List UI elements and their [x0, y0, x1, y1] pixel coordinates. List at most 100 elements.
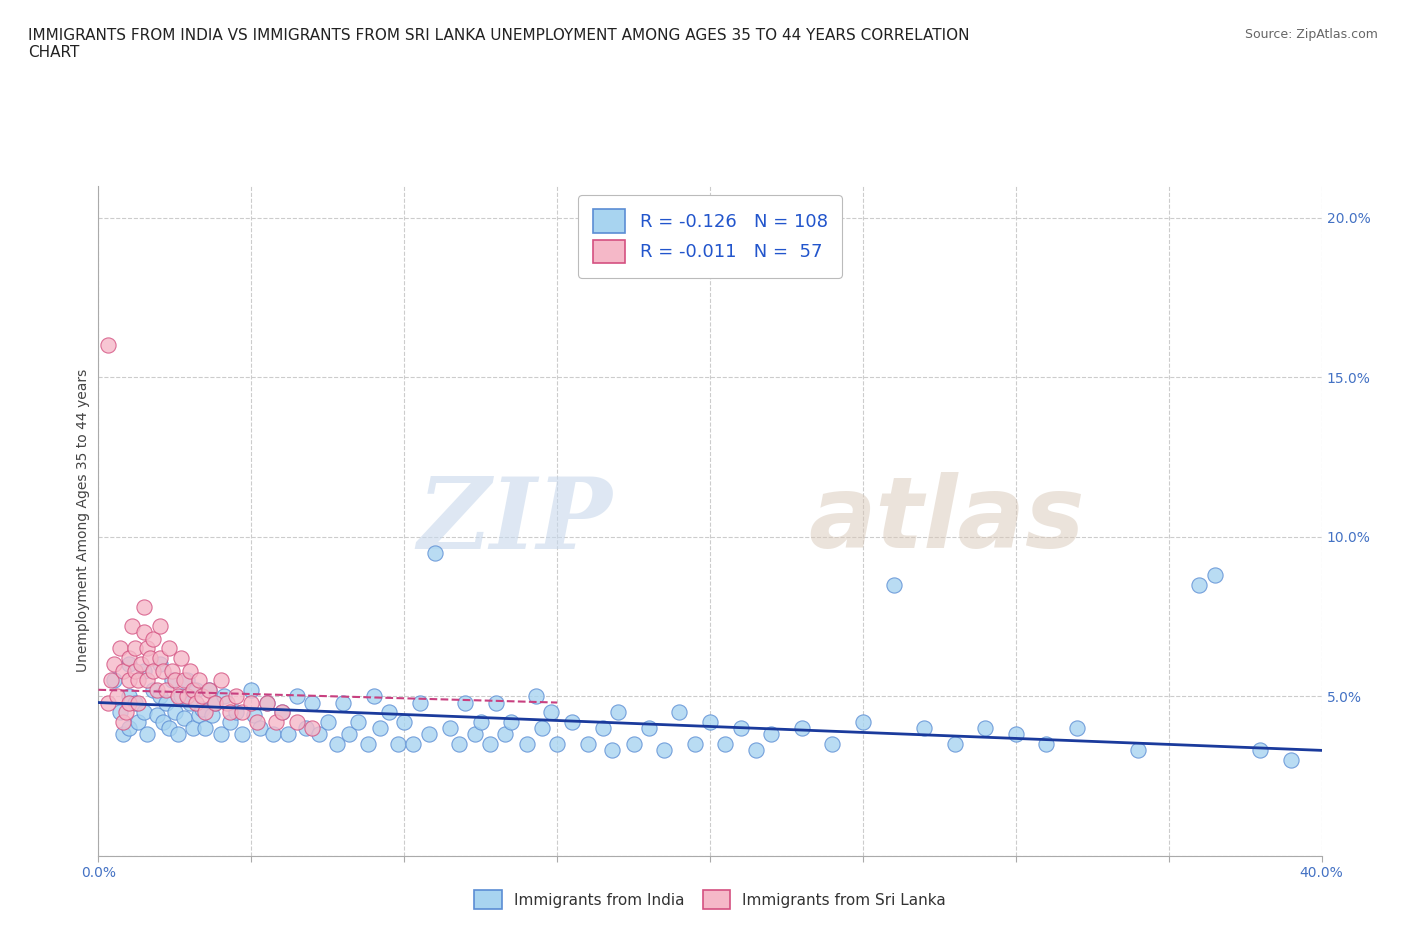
- Point: [561, 714, 583, 729]
- Point: [142, 683, 165, 698]
- Point: [136, 672, 159, 687]
- Point: [155, 695, 177, 710]
- Point: [186, 695, 208, 710]
- Point: [186, 683, 208, 698]
- Point: [176, 672, 198, 687]
- Point: [118, 695, 141, 710]
- Point: [249, 721, 271, 736]
- Point: [600, 743, 623, 758]
- Point: [111, 663, 134, 678]
- Point: [204, 695, 226, 710]
- Point: [215, 695, 238, 710]
- Point: [142, 663, 165, 678]
- Text: atlas: atlas: [808, 472, 1084, 569]
- Point: [124, 695, 146, 710]
- Point: [142, 631, 165, 646]
- Point: [637, 721, 661, 736]
- Point: [337, 727, 360, 742]
- Point: [108, 641, 131, 656]
- Point: [1066, 721, 1088, 736]
- Point: [485, 695, 508, 710]
- Point: [160, 672, 183, 687]
- Point: [111, 727, 134, 742]
- Point: [149, 650, 172, 665]
- Point: [378, 705, 401, 720]
- Point: [231, 705, 253, 720]
- Point: [943, 737, 966, 751]
- Point: [136, 641, 159, 656]
- Point: [316, 714, 339, 729]
- Point: [127, 695, 149, 710]
- Point: [191, 701, 214, 716]
- Point: [129, 657, 152, 671]
- Point: [160, 663, 183, 678]
- Point: [295, 721, 318, 736]
- Point: [139, 650, 162, 665]
- Point: [188, 708, 211, 723]
- Point: [270, 705, 292, 720]
- Point: [212, 689, 235, 704]
- Point: [546, 737, 568, 751]
- Point: [163, 672, 186, 687]
- Point: [1279, 752, 1302, 767]
- Point: [105, 689, 128, 704]
- Point: [97, 695, 120, 710]
- Point: [240, 683, 263, 698]
- Point: [152, 714, 174, 729]
- Point: [347, 714, 370, 729]
- Point: [1004, 727, 1026, 742]
- Point: [97, 338, 120, 352]
- Point: [124, 663, 146, 678]
- Point: [176, 689, 198, 704]
- Point: [524, 689, 547, 704]
- Point: [623, 737, 645, 751]
- Point: [262, 727, 284, 742]
- Point: [136, 727, 159, 742]
- Point: [301, 721, 323, 736]
- Point: [592, 721, 614, 736]
- Point: [225, 705, 247, 720]
- Point: [149, 689, 172, 704]
- Point: [454, 695, 477, 710]
- Point: [170, 650, 193, 665]
- Point: [759, 727, 782, 742]
- Point: [200, 708, 222, 723]
- Point: [790, 721, 813, 736]
- Point: [118, 672, 141, 687]
- Point: [118, 657, 141, 671]
- Point: [494, 727, 516, 742]
- Point: [530, 721, 553, 736]
- Point: [157, 641, 180, 656]
- Point: [149, 657, 172, 671]
- Point: [912, 721, 935, 736]
- Point: [607, 705, 630, 720]
- Y-axis label: Unemployment Among Ages 35 to 44 years: Unemployment Among Ages 35 to 44 years: [76, 369, 90, 672]
- Point: [204, 695, 226, 710]
- Text: ZIP: ZIP: [418, 472, 612, 569]
- Point: [124, 641, 146, 656]
- Point: [356, 737, 378, 751]
- Point: [231, 727, 253, 742]
- Point: [155, 683, 177, 698]
- Point: [179, 663, 201, 678]
- Point: [576, 737, 599, 751]
- Point: [188, 672, 211, 687]
- Point: [449, 737, 471, 751]
- Point: [243, 708, 266, 723]
- Point: [115, 705, 138, 720]
- Point: [730, 721, 752, 736]
- Point: [194, 705, 217, 720]
- Point: [127, 672, 149, 687]
- Point: [134, 663, 156, 678]
- Point: [103, 657, 125, 671]
- Point: [179, 695, 201, 710]
- Point: [100, 672, 122, 687]
- Point: [240, 695, 263, 710]
- Point: [181, 683, 204, 698]
- Point: [209, 727, 232, 742]
- Point: [181, 721, 204, 736]
- Point: [209, 672, 232, 687]
- Point: [145, 683, 167, 698]
- Point: [118, 650, 141, 665]
- Point: [464, 727, 486, 742]
